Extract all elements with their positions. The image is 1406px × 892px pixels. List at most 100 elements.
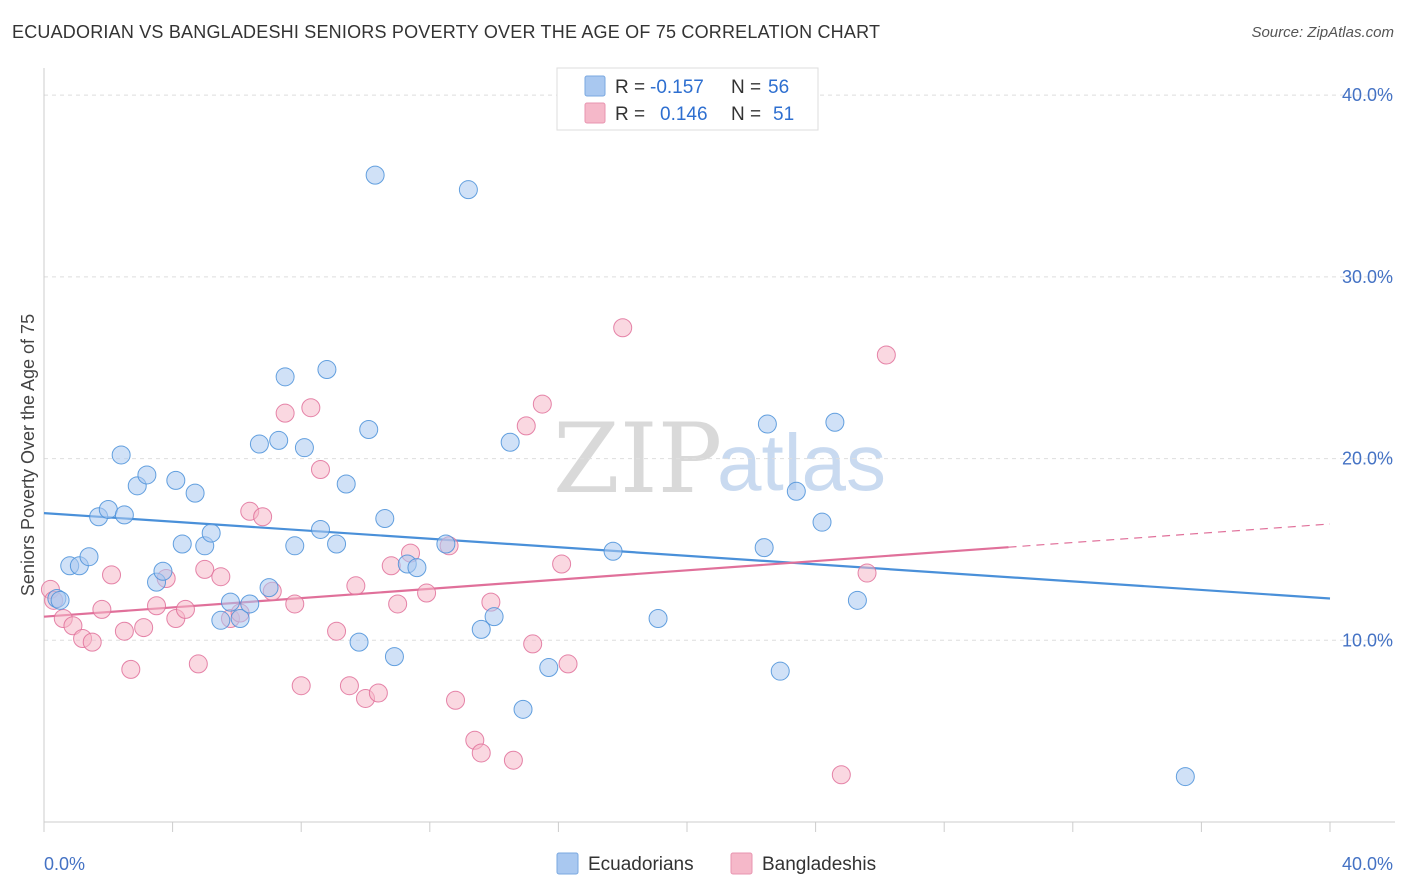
legend-n-label-1: N =: [731, 77, 761, 98]
bottom-legend-swatch-bangladeshis: [730, 852, 753, 875]
point-bangladeshis-23: [275, 403, 295, 423]
point-ecuadorians-7: [111, 445, 131, 465]
point-bangladeshis-28: [327, 621, 347, 641]
point-ecuadorians-53: [825, 412, 845, 432]
point-ecuadorians-33: [359, 420, 379, 440]
point-ecuadorians-39: [436, 534, 456, 554]
point-bangladeshis-24: [285, 594, 305, 614]
legend-r-value-1: -0.157: [650, 77, 704, 98]
point-bangladeshis-38: [446, 690, 466, 710]
point-ecuadorians-31: [336, 474, 356, 494]
point-ecuadorians-14: [172, 534, 192, 554]
point-ecuadorians-40: [458, 180, 478, 200]
point-ecuadorians-47: [648, 608, 668, 628]
legend-r-value-2: 0.146: [660, 104, 708, 125]
point-ecuadorians-32: [349, 632, 369, 652]
point-ecuadorians-10: [137, 465, 157, 485]
point-ecuadorians-22: [249, 434, 269, 454]
point-ecuadorians-19: [220, 592, 240, 612]
point-ecuadorians-50: [770, 661, 790, 681]
point-ecuadorians-6: [98, 499, 118, 519]
point-ecuadorians-4: [79, 547, 99, 567]
point-bangladeshis-46: [552, 554, 572, 574]
point-bangladeshis-17: [211, 567, 231, 587]
point-bangladeshis-51: [831, 765, 851, 785]
point-bangladeshis-36: [417, 583, 437, 603]
point-ecuadorians-35: [375, 509, 395, 529]
point-ecuadorians-46: [603, 541, 623, 561]
point-ecuadorians-26: [285, 536, 305, 556]
point-bangladeshis-48: [613, 318, 633, 338]
point-bangladeshis-45: [532, 394, 552, 414]
legend-n-value-1: 56: [768, 77, 789, 98]
series-legend: Ecuadorians Bangladeshis: [556, 852, 876, 875]
point-bangladeshis-26: [301, 398, 321, 418]
point-bangladeshis-5: [82, 632, 102, 652]
chart-title: ECUADORIAN VS BANGLADESHI SENIORS POVERT…: [12, 22, 881, 42]
point-ecuadorians-34: [365, 165, 385, 185]
point-bangladeshis-10: [134, 618, 154, 638]
point-ecuadorians-21: [240, 594, 260, 614]
point-ecuadorians-20: [230, 608, 250, 628]
point-ecuadorians-23: [259, 578, 279, 598]
point-bangladeshis-8: [114, 621, 134, 641]
point-ecuadorians-8: [114, 505, 134, 525]
point-ecuadorians-13: [166, 470, 186, 490]
point-bangladeshis-21: [253, 507, 273, 527]
y-axis-label: Seniors Poverty Over the Age of 75: [18, 314, 38, 596]
point-bangladeshis-33: [381, 556, 401, 576]
point-ecuadorians-42: [484, 607, 504, 627]
source-credit: Source: ZipAtlas.com: [1251, 24, 1394, 41]
point-ecuadorians-15: [185, 483, 205, 503]
point-ecuadorians-44: [513, 699, 533, 719]
point-bangladeshis-42: [503, 750, 523, 770]
point-ecuadorians-25: [275, 367, 295, 387]
point-ecuadorians-27: [294, 438, 314, 458]
point-bangladeshis-16: [195, 559, 215, 579]
trend-line-dashed-1: [1008, 523, 1331, 548]
y-tick-label-2: 30.0%: [1342, 267, 1393, 287]
point-ecuadorians-30: [327, 534, 347, 554]
point-bangladeshis-11: [147, 596, 167, 616]
legend-n-value-2: 51: [773, 104, 794, 125]
point-ecuadorians-24: [269, 430, 289, 450]
point-bangladeshis-30: [346, 576, 366, 596]
bottom-legend-label-bangladeshis: Bangladeshis: [762, 854, 876, 875]
legend-r-label-1: R =: [615, 77, 645, 98]
trend-line-1: [43, 546, 1009, 618]
point-ecuadorians-51: [786, 481, 806, 501]
point-bangladeshis-3: [63, 616, 83, 636]
point-bangladeshis-15: [188, 654, 208, 674]
legend-swatch-bangladeshis: [584, 102, 606, 124]
point-ecuadorians-49: [757, 414, 777, 434]
point-ecuadorians-52: [812, 512, 832, 532]
point-ecuadorians-17: [201, 523, 221, 543]
legend-swatch-ecuadorians: [584, 75, 606, 97]
point-bangladeshis-7: [102, 565, 122, 585]
point-ecuadorians-12: [153, 561, 173, 581]
point-bangladeshis-40: [471, 743, 491, 763]
point-bangladeshis-47: [558, 654, 578, 674]
point-bangladeshis-32: [368, 683, 388, 703]
point-ecuadorians-43: [500, 432, 520, 452]
point-ecuadorians-29: [317, 360, 337, 380]
tick-labels: 10.0% 20.0% 30.0% 40.0% 0.0% 40.0%: [44, 85, 1393, 874]
legend-r-label-2: R =: [615, 104, 645, 125]
y-tick-label-3: 40.0%: [1342, 85, 1393, 105]
x-tick-label-1: 40.0%: [1342, 854, 1393, 874]
point-bangladeshis-6: [92, 599, 112, 619]
x-tick-label-0: 0.0%: [44, 854, 85, 874]
point-ecuadorians-41: [471, 619, 491, 639]
point-ecuadorians-55: [1175, 767, 1195, 787]
legend-n-label-2: N =: [731, 104, 761, 125]
bottom-legend-label-ecuadorians: Ecuadorians: [588, 854, 694, 875]
point-bangladeshis-49: [857, 563, 877, 583]
correlation-legend: R = -0.157 N = 56 R = 0.146 N = 51: [556, 67, 819, 131]
point-ecuadorians-18: [211, 610, 231, 630]
point-bangladeshis-29: [339, 676, 359, 696]
point-bangladeshis-44: [523, 634, 543, 654]
trend-lines: [43, 511, 1331, 618]
point-bangladeshis-9: [121, 659, 141, 679]
point-ecuadorians-38: [407, 558, 427, 578]
